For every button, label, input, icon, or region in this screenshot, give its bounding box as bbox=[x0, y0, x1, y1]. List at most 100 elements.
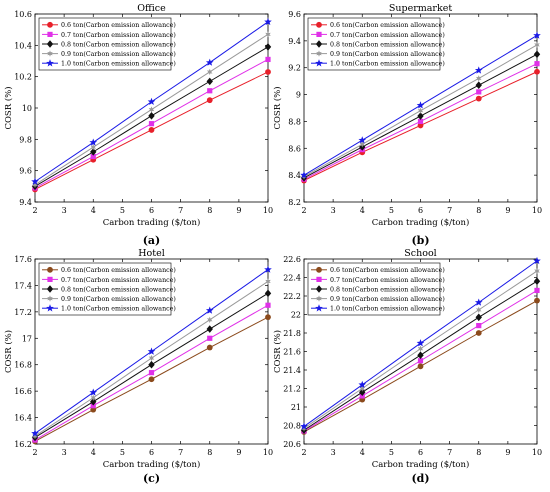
y-axis-label: COSR (%) bbox=[272, 330, 283, 373]
data-point bbox=[476, 89, 482, 95]
x-tick-label: 6 bbox=[418, 206, 423, 215]
legend-label: 1.0 ton(Carbon emission allowance) bbox=[330, 306, 445, 313]
legend-marker bbox=[316, 266, 322, 273]
legend-label: 0.8 ton(Carbon emission allowance) bbox=[61, 286, 176, 293]
y-tick-label: 17.6 bbox=[14, 255, 32, 264]
legend-label: 0.8 ton(Carbon emission allowance) bbox=[330, 41, 445, 48]
legend-label: 0.6 ton(Carbon emission allowance) bbox=[61, 22, 176, 29]
x-tick-label: 3 bbox=[62, 206, 67, 215]
data-point bbox=[206, 68, 213, 76]
series-4 bbox=[32, 31, 271, 188]
data-point bbox=[148, 106, 155, 113]
y-tick-label: 21 bbox=[291, 403, 301, 412]
data-point bbox=[416, 339, 425, 347]
x-tick-label: 8 bbox=[476, 448, 481, 457]
series-2 bbox=[32, 56, 271, 191]
y-tick-label: 9.6 bbox=[288, 10, 301, 19]
data-point bbox=[265, 302, 271, 308]
legend-label: 0.7 ton(Carbon emission allowance) bbox=[330, 32, 445, 39]
data-point bbox=[148, 360, 155, 369]
y-tick-label: 8.8 bbox=[288, 117, 301, 126]
legend-entry: 0.9 ton(Carbon emission allowance) bbox=[311, 295, 445, 303]
legend-marker bbox=[47, 31, 53, 37]
series-3 bbox=[300, 50, 541, 182]
x-tick-label: 8 bbox=[207, 448, 212, 457]
legend-marker bbox=[46, 304, 54, 312]
y-tick-label: 22.4 bbox=[283, 274, 301, 283]
y-tick-label: 22 bbox=[291, 311, 301, 320]
data-point bbox=[534, 297, 540, 304]
x-tick-label: 3 bbox=[331, 448, 336, 457]
data-point bbox=[265, 314, 271, 321]
legend-entry: 0.8 ton(Carbon emission allowance) bbox=[42, 285, 176, 293]
data-point bbox=[205, 58, 214, 66]
y-tick-label: 10 bbox=[22, 104, 32, 113]
data-point bbox=[147, 347, 156, 355]
y-tick-label: 9.4 bbox=[288, 37, 301, 46]
legend-entry: 0.7 ton(Carbon emission allowance) bbox=[311, 31, 445, 39]
series-1 bbox=[301, 297, 540, 435]
x-tick-label: 4 bbox=[360, 448, 365, 457]
data-point bbox=[416, 101, 425, 109]
x-tick-label: 10 bbox=[263, 448, 273, 457]
x-tick-label: 6 bbox=[418, 448, 423, 457]
y-tick-label: 17 bbox=[22, 334, 32, 343]
legend-label: 1.0 ton(Carbon emission allowance) bbox=[61, 306, 176, 313]
y-tick-label: 16.6 bbox=[14, 387, 32, 396]
y-tick-label: 8.6 bbox=[288, 144, 301, 153]
x-axis-label: Carbon trading ($/ton) bbox=[372, 217, 470, 228]
data-point bbox=[31, 429, 39, 437]
x-tick-label: 5 bbox=[120, 206, 125, 215]
y-tick-label: 16.4 bbox=[14, 414, 32, 423]
x-tick-label: 7 bbox=[447, 448, 452, 457]
y-tick-label: 16.2 bbox=[14, 440, 32, 449]
data-point bbox=[148, 121, 155, 127]
data-point bbox=[148, 112, 155, 120]
y-tick-label: 9.4 bbox=[19, 198, 32, 207]
legend-entry: 0.9 ton(Carbon emission allowance) bbox=[42, 295, 176, 303]
legend-marker bbox=[316, 295, 322, 302]
data-point bbox=[358, 380, 367, 389]
legend-marker bbox=[47, 50, 53, 57]
data-point bbox=[90, 394, 97, 401]
x-tick-label: 7 bbox=[178, 448, 183, 457]
series-1 bbox=[32, 314, 271, 445]
legend-entry: 0.6 ton(Carbon emission allowance) bbox=[42, 266, 176, 274]
series-4 bbox=[32, 278, 271, 440]
data-point bbox=[148, 376, 155, 383]
legend-label: 0.8 ton(Carbon emission allowance) bbox=[330, 286, 445, 293]
legend-entry: 0.7 ton(Carbon emission allowance) bbox=[42, 276, 176, 284]
data-point bbox=[474, 66, 483, 74]
legend-box bbox=[38, 262, 172, 316]
legend-entry: 1.0 ton(Carbon emission allowance) bbox=[311, 304, 445, 313]
data-point bbox=[359, 388, 366, 396]
legend-marker bbox=[46, 59, 54, 67]
data-point bbox=[300, 171, 308, 179]
chart-panel-3: Hotel 2 3 4 5 6 7 8 9 10 16.2 16.4 16.6 16.8 17 17.2 17.… bbox=[3, 248, 273, 485]
data-point bbox=[417, 363, 424, 370]
x-tick-label: 9 bbox=[505, 206, 510, 215]
data-point bbox=[90, 143, 97, 151]
legend-marker bbox=[316, 276, 322, 282]
data-point bbox=[31, 177, 39, 185]
legend-label: 0.7 ton(Carbon emission allowance) bbox=[61, 32, 176, 39]
data-point bbox=[32, 181, 38, 188]
data-point bbox=[264, 265, 272, 273]
legend-entry: 0.6 ton(Carbon emission allowance) bbox=[311, 266, 445, 274]
data-point bbox=[417, 358, 424, 364]
data-point bbox=[265, 69, 271, 75]
x-tick-label: 3 bbox=[331, 206, 336, 215]
y-tick-label: 10.2 bbox=[14, 73, 32, 82]
data-point bbox=[534, 267, 540, 275]
series-5 bbox=[31, 17, 272, 185]
data-point bbox=[358, 136, 367, 144]
data-point bbox=[417, 118, 424, 125]
x-axis-label: Carbon trading ($/ton) bbox=[372, 459, 470, 470]
chart-panel-2: Supermarket 2 3 4 5 6 7 8 9 10 8.2 8.4 8.6 8.8 9 9.2 9.4… bbox=[272, 3, 542, 247]
y-tick-label: 22.6 bbox=[283, 255, 301, 264]
series-5 bbox=[31, 265, 272, 437]
data-point bbox=[534, 68, 540, 75]
data-point bbox=[359, 141, 366, 148]
panel-label: (c) bbox=[143, 472, 160, 485]
data-point bbox=[533, 31, 541, 39]
